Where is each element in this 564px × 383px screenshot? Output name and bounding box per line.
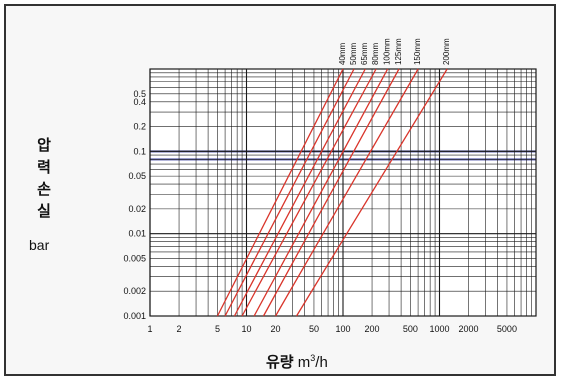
y-tick-label: 0.1 (133, 146, 146, 156)
x-axis-label-main: 유량 (266, 354, 294, 371)
series-label-200mm: 200mm (442, 38, 451, 65)
y-tick-label: 0.001 (123, 311, 146, 321)
series-label-80mm: 80mm (371, 42, 380, 65)
x-tick-label: 100 (335, 324, 350, 334)
series-line-200mm (295, 68, 448, 317)
y-tick-label: 0.2 (133, 122, 146, 132)
series-label-40mm: 40mm (338, 42, 347, 65)
chart-frame: 40mm 50mm 65mm 80mm 100mm 125mm 150mm 200mm 1 2 5 1… (4, 4, 556, 376)
x-tick-label: 1 (147, 324, 152, 334)
x-axis-label: 유량 m3/h (266, 351, 328, 372)
x-tick-label: 50 (309, 324, 319, 334)
series-line-80mm (241, 68, 377, 317)
x-tick-label: 5 (215, 324, 220, 334)
y-tick-label: 0.01 (128, 229, 146, 239)
series-line-40mm (216, 68, 344, 317)
x-tick-label: 2000 (459, 324, 479, 334)
y-tick-label: 0.02 (128, 204, 146, 214)
x-axis-label-sup: 3 (310, 353, 316, 363)
y-tick-label: 0.005 (123, 253, 146, 263)
x-tick-label: 2 (177, 324, 182, 334)
x-tick-label: 200 (365, 324, 380, 334)
y-tick-label: 0.002 (123, 286, 146, 296)
y-axis-unit: bar (29, 237, 50, 253)
y-axis-label-char: 압 (37, 137, 51, 154)
series-label-125mm: 125mm (394, 38, 403, 65)
x-tick-label: 20 (271, 324, 281, 334)
y-axis-label-char: 실 (37, 203, 51, 220)
y-tick-label: 0.4 (133, 97, 146, 107)
series-line-50mm (224, 68, 355, 317)
x-axis-label-tail: /h (315, 354, 328, 371)
pressure-loss-chart: 40mm 50mm 65mm 80mm 100mm 125mm 150mm 200mm 1 2 5 1… (123, 38, 537, 334)
series-label-50mm: 50mm (349, 42, 358, 65)
x-tick-label: 5000 (497, 324, 517, 334)
series-line-150mm (274, 68, 419, 317)
x-axis-label-unit: m (297, 354, 311, 371)
y-axis-label-char: 손 (37, 181, 51, 198)
series-line-65mm (233, 68, 366, 317)
y-tick-label: 0.05 (128, 171, 146, 181)
series-label-100mm: 100mm (383, 38, 392, 65)
y-axis-label-char: 력 (37, 159, 51, 176)
series-label-65mm: 65mm (360, 42, 369, 65)
y-tick-label: 0.5 (133, 89, 146, 99)
x-tick-label: 10 (241, 324, 251, 334)
x-tick-label: 500 (403, 324, 418, 334)
series-label-150mm: 150mm (413, 38, 422, 65)
series-line-125mm (262, 68, 400, 317)
series-line-100mm (253, 68, 389, 317)
x-tick-label: 1000 (429, 324, 449, 334)
